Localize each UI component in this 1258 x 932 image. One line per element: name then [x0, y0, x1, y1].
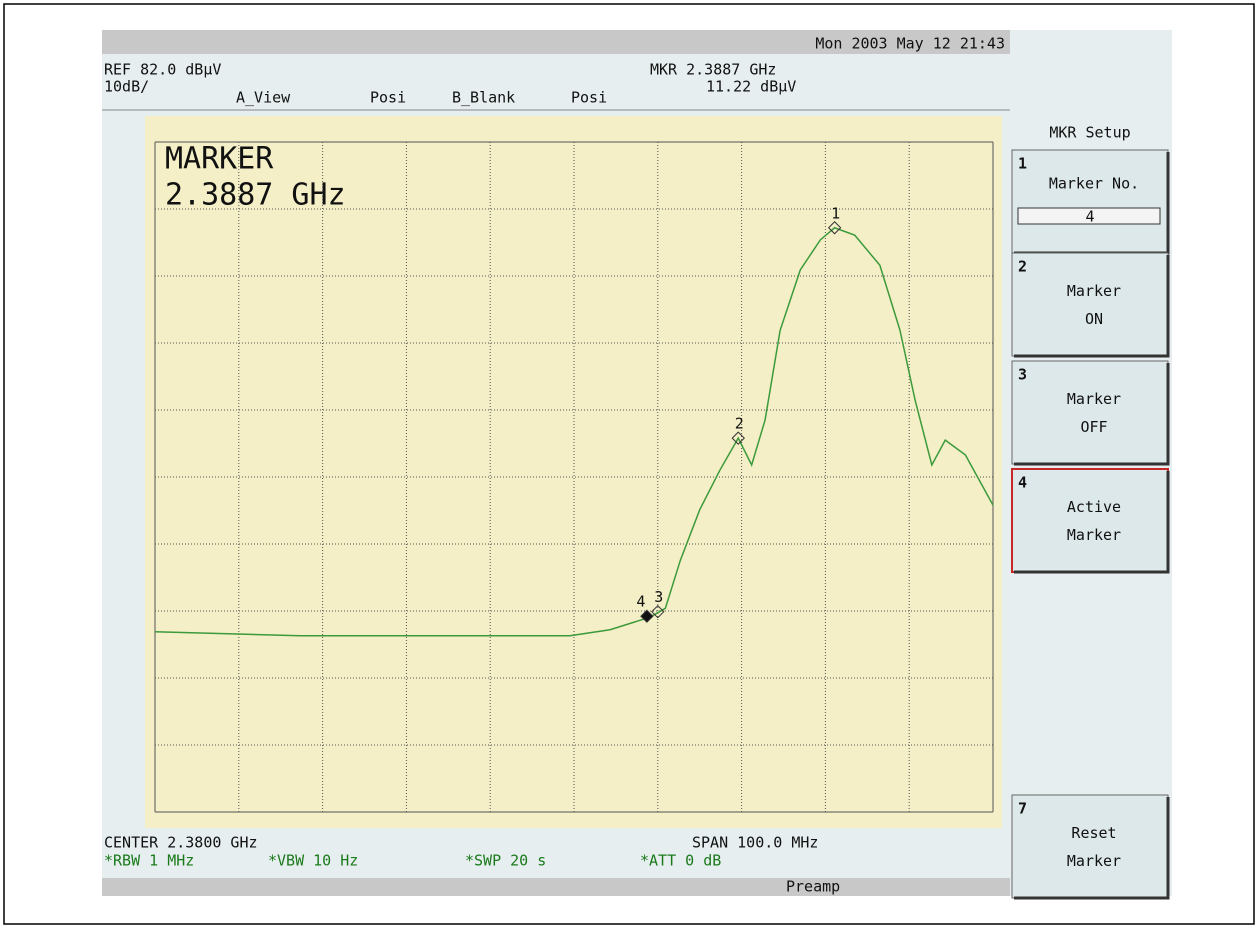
marker-diamond [827, 221, 842, 235]
marker-title: MARKER [165, 142, 274, 177]
softkey-bevel [1014, 363, 1170, 466]
softkey-label: Marker [1067, 282, 1121, 300]
bottom-bar [102, 878, 1010, 896]
softkey-label: Active [1067, 498, 1121, 516]
ref-level: REF 82.0 dBµV [104, 61, 221, 79]
softkey-menu-title: MKR Setup [1049, 124, 1130, 142]
softkey-number: 3 [1018, 366, 1027, 384]
marker-diamond [651, 604, 665, 619]
softkey-label: Reset [1071, 824, 1116, 842]
sweep: *SWP 20 s [465, 852, 546, 870]
marker-level: 11.22 dBµV [706, 78, 796, 96]
a-mode: Posi [370, 89, 406, 107]
softkey-label: Marker [1067, 526, 1121, 544]
softkey-number: 7 [1018, 800, 1027, 818]
scale: 10dB/ [104, 78, 149, 96]
top-bar [102, 30, 1010, 54]
softkey-field-value: 4 [1085, 208, 1094, 226]
marker-label: 1 [831, 204, 840, 222]
softkey[interactable] [1011, 360, 1169, 465]
softkey-bevel [1014, 255, 1170, 358]
softkey-number: 4 [1018, 474, 1027, 492]
vbw: *VBW 10 Hz [268, 852, 358, 870]
softkey-label: OFF [1080, 418, 1107, 436]
softkey[interactable] [1011, 149, 1169, 254]
softkey-label: ON [1085, 310, 1103, 328]
span: SPAN 100.0 MHz [692, 834, 818, 852]
rbw: *RBW 1 MHz [104, 852, 194, 870]
marker-frequency-readout: 2.3887 GHz [165, 178, 346, 213]
marker-label: 4 [636, 593, 645, 611]
marker-label: 2 [735, 415, 744, 433]
a-view: A_View [236, 89, 291, 107]
marker-diamond [640, 609, 654, 623]
preamp: Preamp [786, 878, 840, 896]
softkey-label: Marker No. [1049, 175, 1139, 193]
softkey[interactable] [1011, 794, 1169, 899]
softkey-bevel [1014, 797, 1170, 900]
marker-diamond [731, 431, 745, 445]
attenuation: *ATT 0 dB [640, 852, 721, 870]
center-frequency: CENTER 2.3800 GHz [104, 834, 258, 852]
softkey-number: 2 [1018, 258, 1027, 276]
softkey-number: 1 [1018, 155, 1027, 173]
marker-frequency: MKR 2.3887 GHz [650, 61, 776, 79]
datetime: Mon 2003 May 12 21:43 [815, 35, 1005, 53]
marker-label: 3 [654, 588, 663, 606]
softkey-label: Marker [1067, 390, 1121, 408]
softkey-bevel [1014, 471, 1170, 574]
softkey-field [1017, 207, 1161, 225]
softkey[interactable] [1011, 252, 1169, 357]
softkey[interactable] [1011, 468, 1169, 573]
softkey-label: Marker [1067, 852, 1121, 870]
trace [154, 226, 994, 637]
b-mode: Posi [571, 89, 607, 107]
b-view: B_Blank [452, 89, 515, 107]
